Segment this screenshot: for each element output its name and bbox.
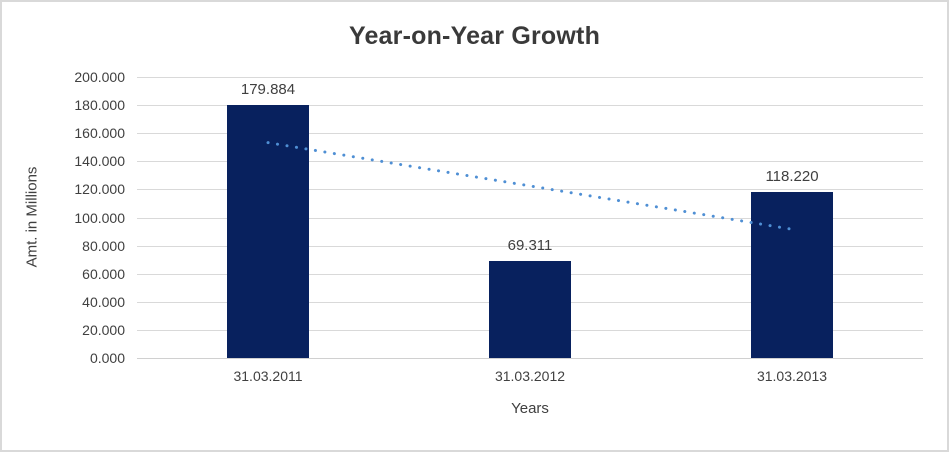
y-tick-label: 0.000 (89, 350, 125, 366)
x-tick-label: 31.03.2011 (233, 368, 303, 384)
y-tick-label: 120.000 (74, 181, 125, 198)
gridline (137, 217, 923, 219)
bar-value-label: 118.220 (765, 167, 819, 185)
gridline (137, 133, 923, 135)
y-tick-label: 200.000 (74, 69, 125, 85)
y-tick-label: 140.000 (74, 153, 125, 170)
y-tick-label: 80.000 (82, 237, 125, 254)
y-tick-label: 40.000 (82, 293, 125, 310)
y-tick-label: 180.000 (74, 97, 125, 114)
bar-value-label: 69.311 (507, 236, 553, 254)
x-axis-title: Years (511, 400, 549, 417)
gridline (137, 77, 923, 78)
gridline (137, 245, 923, 247)
plot-area: 179.884 69.311 118.220 (137, 77, 923, 359)
bar-value-label: 179.884 (240, 81, 296, 99)
gridline (137, 105, 923, 107)
chart-title: Year-on-Year Growth (348, 22, 601, 50)
x-tick-label: 31.03.2012 (494, 368, 566, 384)
x-tick-label: 31.03.2013 (756, 368, 828, 384)
y-tick-label: 60.000 (82, 265, 125, 282)
trendline-layer (266, 141, 794, 231)
gridline (137, 161, 923, 163)
bar-31.03.2013 (751, 191, 833, 358)
linear-trendline (266, 141, 794, 231)
y-tick-label: 160.000 (74, 125, 125, 142)
bar-31.03.2012 (489, 260, 571, 358)
x-axis-line (137, 358, 923, 359)
y-tick-label: 20.000 (82, 321, 125, 338)
y-tick-label: 100.000 (74, 209, 125, 226)
gridline (137, 189, 923, 191)
